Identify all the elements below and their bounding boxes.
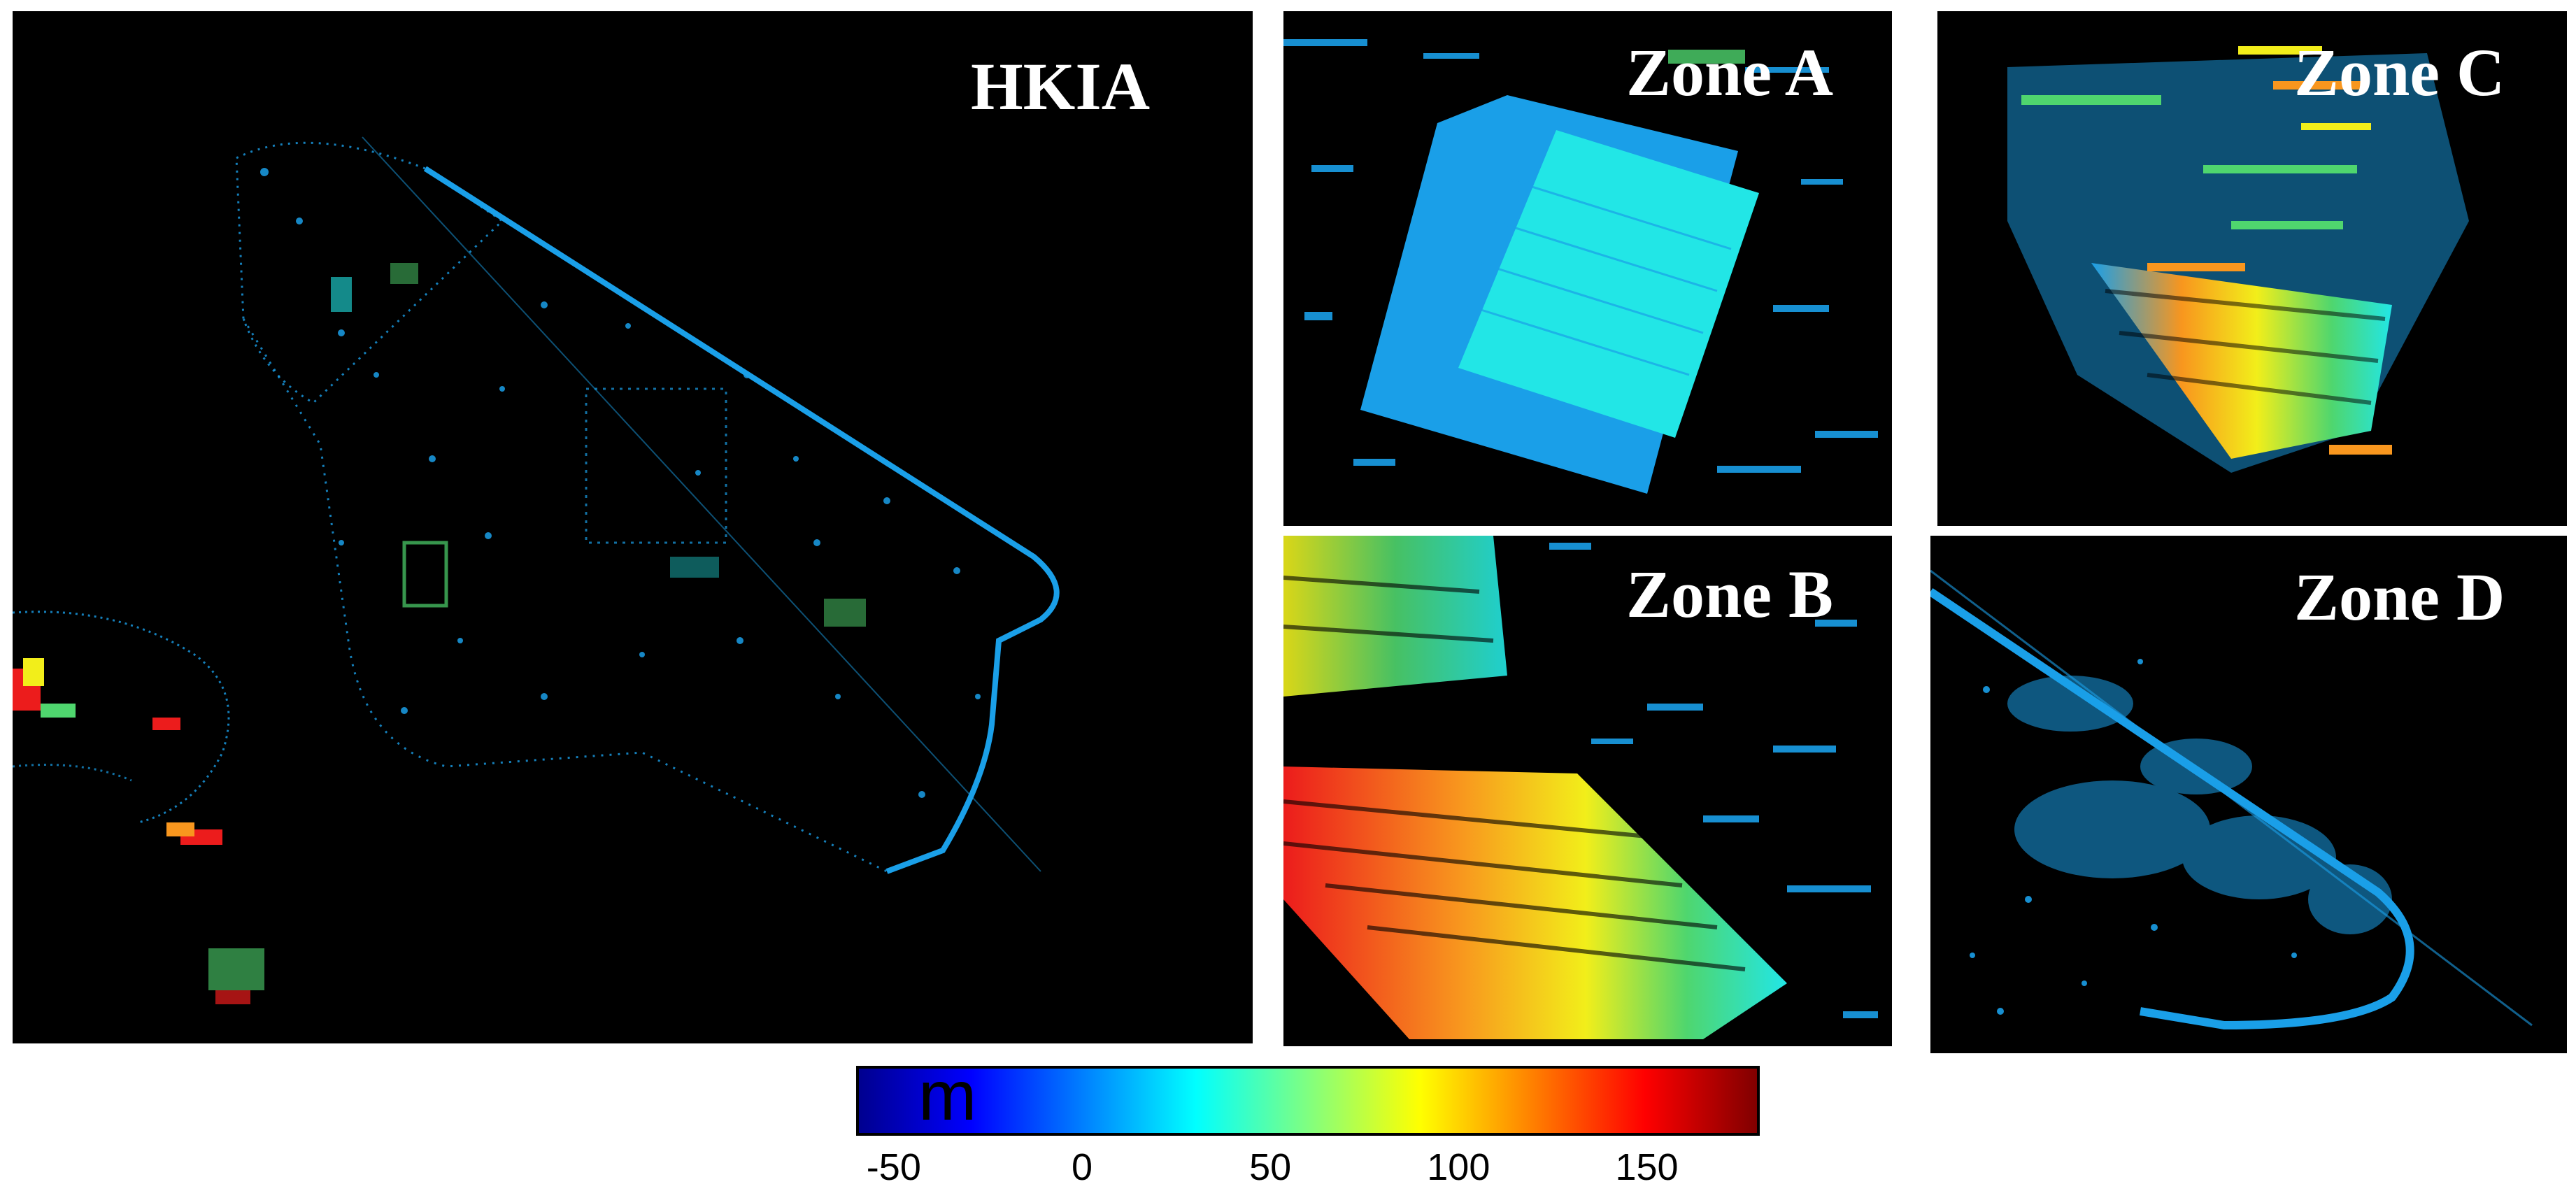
- zone-d-map: [1930, 569, 2533, 1030]
- colorbar-tick-label: 0: [1071, 1146, 1093, 1188]
- zone-b-map: [1283, 536, 1878, 1039]
- colorbar-gradient: [856, 1066, 1760, 1136]
- colorbar-unit: m: [918, 1057, 977, 1135]
- colorbar-tick-label: 150: [1615, 1146, 1679, 1188]
- zone-b-label: Zone B: [1626, 557, 1834, 632]
- zone-c-label: Zone C: [2294, 35, 2505, 110]
- colorbar-tick-label: 50: [1249, 1146, 1292, 1188]
- runway-edge: [423, 166, 1060, 874]
- zone-a-label: Zone A: [1626, 35, 1834, 110]
- colorbar-tick-label: -50: [866, 1146, 921, 1188]
- hkia-panel: HKIA: [13, 11, 1253, 1043]
- colorbar-tick-label: 100: [1427, 1146, 1490, 1188]
- zone-a-map: [1283, 39, 1878, 494]
- zone-c-panel: Zone C: [1937, 11, 2567, 526]
- hkia-label: HKIA: [971, 49, 1151, 124]
- hkia-map: [13, 136, 1060, 1004]
- colorbar: -50 0 50 100 150: [853, 1063, 1763, 1189]
- zone-a-panel: Zone A: [1283, 11, 1892, 526]
- zone-d-label: Zone D: [2294, 559, 2505, 634]
- zone-b-panel: Zone B: [1283, 536, 1892, 1046]
- zone-d-panel: Zone D: [1930, 536, 2567, 1053]
- zone-c-map: [2007, 46, 2469, 473]
- zone-d-runway-edge: [1930, 588, 2414, 1030]
